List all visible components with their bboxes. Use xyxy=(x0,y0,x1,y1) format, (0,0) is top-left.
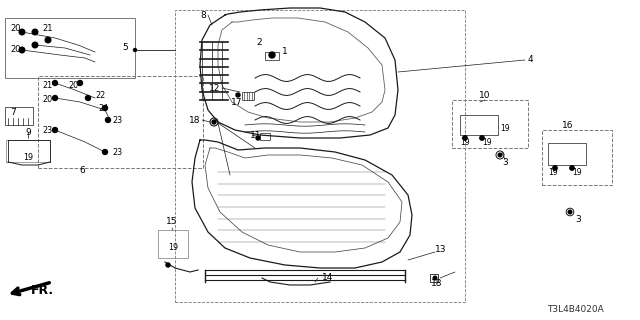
Text: 19: 19 xyxy=(168,244,178,252)
Circle shape xyxy=(269,52,275,58)
Circle shape xyxy=(553,166,557,170)
Text: 20: 20 xyxy=(10,23,20,33)
Text: 23: 23 xyxy=(112,116,122,124)
Bar xyxy=(5,18,135,78)
Circle shape xyxy=(498,153,502,157)
Text: 19: 19 xyxy=(500,124,509,132)
Text: T3L4B4020A: T3L4B4020A xyxy=(547,306,604,315)
Circle shape xyxy=(102,149,108,155)
Text: FR.: FR. xyxy=(31,284,54,297)
Bar xyxy=(542,130,612,185)
Circle shape xyxy=(568,210,572,214)
Text: 17: 17 xyxy=(230,98,242,107)
Text: 10: 10 xyxy=(479,92,491,100)
Circle shape xyxy=(236,93,240,97)
Circle shape xyxy=(570,166,574,170)
Bar xyxy=(175,10,465,302)
Circle shape xyxy=(463,136,467,140)
Text: 23: 23 xyxy=(42,125,52,134)
Bar xyxy=(38,76,203,168)
Bar xyxy=(158,230,188,258)
Circle shape xyxy=(52,127,58,132)
Text: 22: 22 xyxy=(95,91,105,100)
Text: 16: 16 xyxy=(563,121,573,130)
Text: 6: 6 xyxy=(79,165,85,174)
Circle shape xyxy=(86,95,90,100)
Text: 23: 23 xyxy=(112,148,122,156)
Text: 19: 19 xyxy=(460,138,470,147)
Bar xyxy=(265,52,279,60)
Text: 20: 20 xyxy=(10,45,20,54)
Circle shape xyxy=(32,42,38,48)
Text: 3: 3 xyxy=(502,157,508,166)
Circle shape xyxy=(45,37,51,43)
Circle shape xyxy=(77,81,83,85)
Text: 19: 19 xyxy=(23,154,33,163)
Text: 7: 7 xyxy=(10,108,16,116)
Text: 5: 5 xyxy=(122,44,128,52)
Text: 2: 2 xyxy=(257,37,262,46)
Text: 11: 11 xyxy=(250,131,262,140)
Circle shape xyxy=(32,29,38,35)
Text: 9: 9 xyxy=(25,127,31,137)
Bar xyxy=(460,115,498,135)
Text: 19: 19 xyxy=(572,167,582,177)
Circle shape xyxy=(256,136,260,140)
Bar xyxy=(6,140,50,162)
Text: 13: 13 xyxy=(435,245,447,254)
Text: 3: 3 xyxy=(575,215,581,225)
Bar xyxy=(5,107,33,125)
Circle shape xyxy=(480,136,484,140)
Text: 20: 20 xyxy=(68,81,78,90)
Text: 19: 19 xyxy=(482,138,492,147)
Text: 15: 15 xyxy=(166,218,178,227)
Circle shape xyxy=(102,106,108,110)
Text: 4: 4 xyxy=(528,55,534,65)
Circle shape xyxy=(134,49,136,52)
Circle shape xyxy=(212,120,216,124)
Text: 1: 1 xyxy=(282,47,288,57)
Circle shape xyxy=(19,29,25,35)
Text: 18: 18 xyxy=(431,279,442,289)
Text: 20: 20 xyxy=(42,95,52,105)
Bar xyxy=(548,143,586,165)
Bar xyxy=(242,92,254,100)
Circle shape xyxy=(52,81,58,85)
Text: 12: 12 xyxy=(209,84,220,92)
Text: 14: 14 xyxy=(322,274,333,283)
Text: 19: 19 xyxy=(548,167,557,177)
Circle shape xyxy=(106,117,111,123)
Circle shape xyxy=(166,263,170,267)
Bar xyxy=(430,274,438,282)
Circle shape xyxy=(433,276,436,280)
Circle shape xyxy=(52,95,58,100)
Text: 18: 18 xyxy=(189,116,200,124)
Text: 21: 21 xyxy=(42,23,52,33)
Text: 21: 21 xyxy=(42,81,52,90)
Text: 24: 24 xyxy=(98,103,108,113)
Text: 8: 8 xyxy=(200,11,205,20)
Bar xyxy=(260,133,270,140)
Bar xyxy=(452,100,528,148)
Circle shape xyxy=(19,47,25,53)
